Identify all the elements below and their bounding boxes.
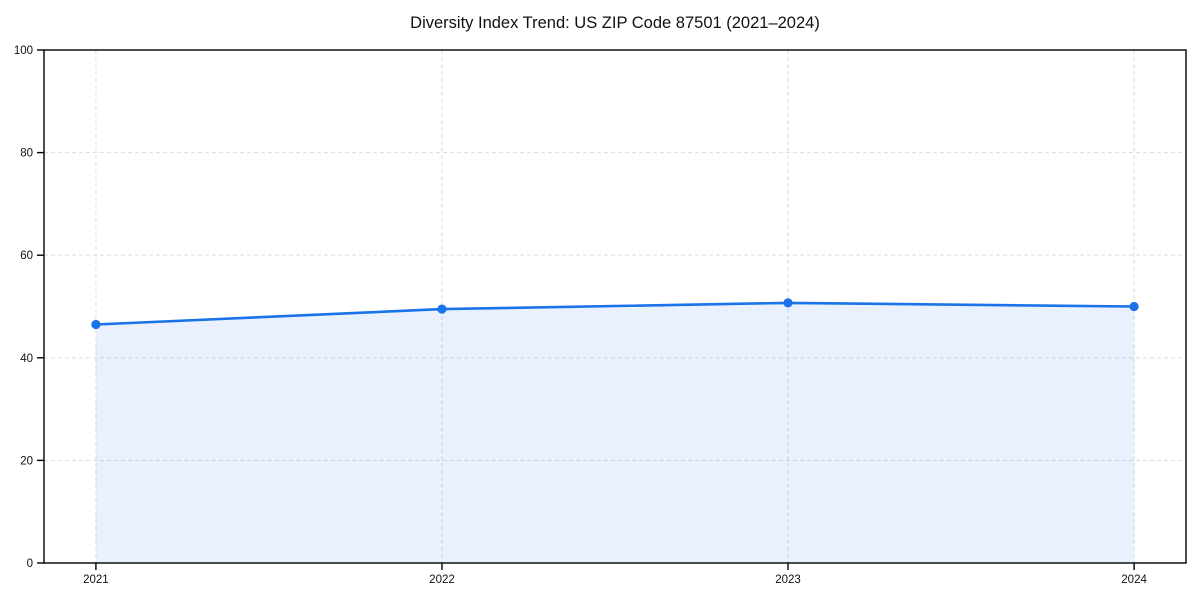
y-tick-label: 60	[20, 250, 33, 262]
y-axis-ticks: 0 20 40 60 80 100	[14, 45, 44, 570]
x-tick-label: 2022	[429, 574, 455, 586]
gridlines	[44, 50, 1186, 563]
y-tick-label: 100	[14, 45, 33, 57]
data-point-marker	[1129, 301, 1139, 312]
x-tick-label: 2021	[83, 574, 109, 586]
x-tick-label: 2023	[775, 574, 801, 586]
x-tick-label: 2024	[1121, 574, 1147, 586]
data-point-marker	[437, 304, 447, 314]
y-tick-label: 80	[20, 148, 33, 160]
area-fill	[95, 302, 1135, 563]
chart-title: Diversity Index Trend: US ZIP Code 87501…	[410, 14, 820, 32]
data-point-marker	[783, 298, 793, 308]
y-tick-label: 20	[20, 455, 33, 467]
y-tick-label: 40	[20, 353, 33, 365]
x-axis-ticks: 2021 2022 2023 2024	[83, 563, 1147, 586]
plot-frame	[43, 49, 1187, 564]
y-tick-label: 0	[27, 558, 33, 570]
data-point-markers	[91, 298, 1139, 330]
data-point-marker	[91, 319, 101, 330]
trend-line	[94, 301, 1136, 326]
